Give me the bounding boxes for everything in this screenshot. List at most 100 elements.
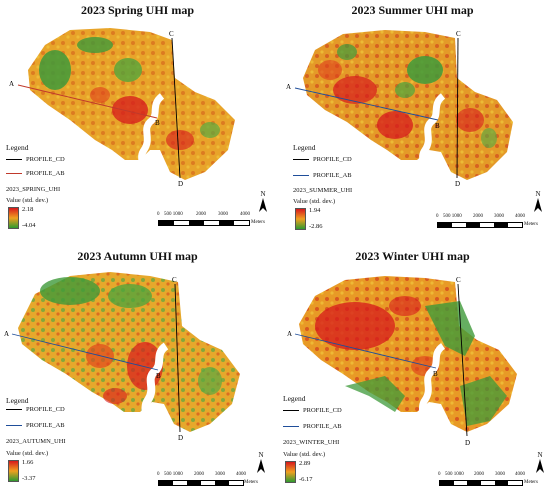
value-label: Value (std. dev.) (6, 197, 49, 204)
green-zone (200, 122, 220, 138)
hot-zone (333, 76, 377, 104)
uhi-map-autumn: A B C D (4, 272, 240, 442)
profile-cd-line (456, 37, 459, 179)
map-area (303, 30, 513, 180)
scale-tick: 0 (157, 212, 160, 217)
legend-label: PROFILE_CD (313, 156, 352, 163)
profile-cd-line (457, 283, 468, 437)
legend-row-ab: PROFILE_AB (283, 423, 342, 430)
scale-units: Meters (524, 480, 538, 485)
scale-bar (439, 480, 523, 486)
scale-tick: 500 1000 (164, 212, 183, 217)
legend-line-swatch (6, 159, 22, 160)
layer-name: 2023_WINTER_UHI (283, 439, 340, 446)
color-ramp (295, 208, 306, 230)
legend-heading: Legend (6, 143, 29, 152)
value-label: Value (std. dev.) (283, 451, 326, 458)
scale-tick: 4000 (236, 472, 246, 477)
hot-zone (90, 87, 110, 103)
point-label-a: A (286, 83, 291, 91)
north-label: N (537, 451, 543, 459)
north-label: N (258, 451, 264, 459)
legend-heading: Legend (6, 396, 29, 405)
hot-zone (377, 111, 413, 139)
profile-ab-line (11, 333, 159, 371)
point-label-d: D (178, 434, 183, 442)
ramp-min: -6.17 (299, 476, 313, 483)
scale-tick: 2000 (473, 214, 483, 219)
legend-row-ab: PROFILE_AB (293, 172, 352, 179)
autumn-panel: 2023 Autumn UHI map A B C D Legend PROFI… (0, 246, 275, 491)
profile-ab-line (294, 87, 439, 121)
layer-name: 2023_SPRING_UHI (6, 186, 61, 193)
scale-units: Meters (244, 480, 258, 485)
scale-units: Meters (524, 222, 538, 227)
north-arrow: N (254, 451, 268, 473)
legend-label: PROFILE_CD (26, 156, 65, 163)
legend-row-cd: PROFILE_CD (6, 156, 65, 163)
scale-tick: 0 (157, 472, 160, 477)
scale-units: Meters (251, 220, 265, 225)
scale-tick: 4000 (515, 472, 525, 477)
legend-label: PROFILE_AB (313, 172, 352, 179)
scale-tick: 2000 (194, 472, 204, 477)
legend-row-cd: PROFILE_CD (6, 406, 65, 413)
scale-tick: 4000 (515, 214, 525, 219)
panel-title: 2023 Winter UHI map (355, 249, 470, 263)
point-label-b: B (155, 119, 160, 127)
scale-ticks: 0 500 1000 2000 3000 4000 (438, 472, 539, 480)
north-arrow: N (531, 190, 545, 212)
color-ramp (8, 460, 19, 482)
scale-tick: 2000 (474, 472, 484, 477)
hot-zone (112, 96, 148, 124)
legend-label: PROFILE_AB (303, 423, 342, 430)
river (136, 342, 169, 429)
green-zone (108, 284, 152, 308)
scale-tick: 0 (438, 472, 441, 477)
legend-line-swatch (6, 425, 22, 426)
green-zone (395, 82, 415, 98)
color-ramp (285, 461, 296, 483)
point-label-d: D (178, 180, 183, 188)
legend-row-cd: PROFILE_CD (283, 407, 342, 414)
hot-zone (318, 60, 342, 80)
layer-name: 2023_AUTUMN_UHI (6, 438, 66, 445)
north-arrow-icon (257, 459, 265, 473)
point-label-a: A (9, 80, 14, 88)
legend-row-ab: PROFILE_AB (6, 170, 65, 177)
legend-line-swatch (283, 426, 299, 427)
green-zone (39, 50, 71, 90)
scale-bar (437, 222, 523, 228)
profile-ab-line (17, 84, 158, 119)
value-label: Value (std. dev.) (293, 198, 336, 205)
green-zone (425, 301, 475, 356)
scale-ticks: 0 500 1000 2000 3000 4000 (157, 212, 258, 220)
color-ramp (8, 207, 19, 229)
north-arrow-icon (534, 198, 542, 212)
scale-bar (158, 480, 244, 486)
panel-title: 2023 Summer UHI map (351, 3, 474, 17)
layer-name: 2023_SUMMER_UHI (293, 187, 353, 194)
legend-line-swatch (293, 175, 309, 176)
green-zone (345, 376, 405, 412)
scale-ticks: 0 500 1000 2000 3000 4000 (157, 472, 258, 480)
green-zone (40, 277, 100, 305)
scale-tick: 3000 (495, 472, 505, 477)
north-arrow: N (256, 190, 270, 212)
legend-line-swatch (293, 159, 309, 160)
winter-panel: 2023 Winter UHI map A B C D Legend PROFI… (275, 246, 550, 491)
scale-tick: 3000 (215, 472, 225, 477)
uhi-map-winter: A B C D (287, 276, 517, 447)
ramp-min: -4.04 (22, 222, 36, 229)
green-zone (337, 44, 357, 60)
ramp-max: 2.18 (22, 206, 34, 213)
summer-panel: 2023 Summer UHI map A B C D Legend PROFI… (275, 0, 550, 245)
legend-label: PROFILE_CD (303, 407, 342, 414)
hot-zone (315, 302, 395, 350)
point-label-b: B (156, 372, 161, 380)
legend-label: PROFILE_CD (26, 406, 65, 413)
legend-row-ab: PROFILE_AB (6, 422, 65, 429)
ramp-min: -2.86 (309, 223, 323, 230)
scale-ticks: 0 500 1000 2000 3000 4000 (436, 214, 537, 222)
legend-label: PROFILE_AB (26, 170, 65, 177)
